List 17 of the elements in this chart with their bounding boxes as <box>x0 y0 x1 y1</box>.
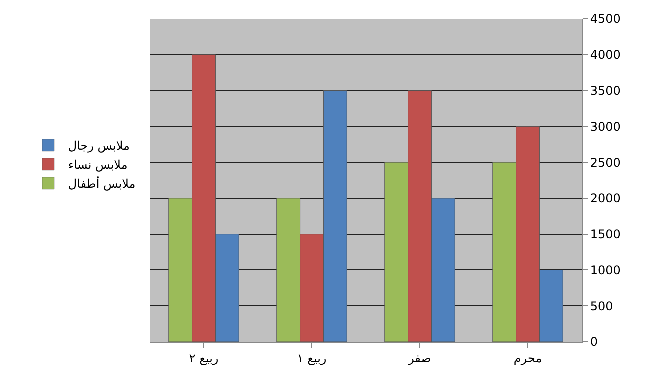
y-tick-label: 4000 <box>590 48 621 62</box>
y-tick-label: 2000 <box>590 192 621 206</box>
x-tick-label: ربيع ١ <box>297 351 327 366</box>
y-tick-label: 3500 <box>590 84 621 98</box>
x-tick-label: ربيع ٢ <box>189 351 219 366</box>
legend-label: ملابس نساء <box>68 158 128 172</box>
y-tick-label: 1500 <box>590 228 621 242</box>
x-tick-label: محرم <box>514 351 542 366</box>
y-tick-label: 1000 <box>590 263 621 278</box>
y-tick-label: 500 <box>590 299 614 314</box>
y-tick-label: 0 <box>590 335 598 350</box>
y-tick-label: 3000 <box>590 120 621 134</box>
y-tick-label: 2500 <box>590 156 621 170</box>
legend-label: ملابس رجال <box>68 139 130 154</box>
x-tick-label: صفر <box>408 351 432 366</box>
y-tick-label: 4500 <box>590 12 621 26</box>
legend-label: ملابس أطفال <box>68 176 136 192</box>
